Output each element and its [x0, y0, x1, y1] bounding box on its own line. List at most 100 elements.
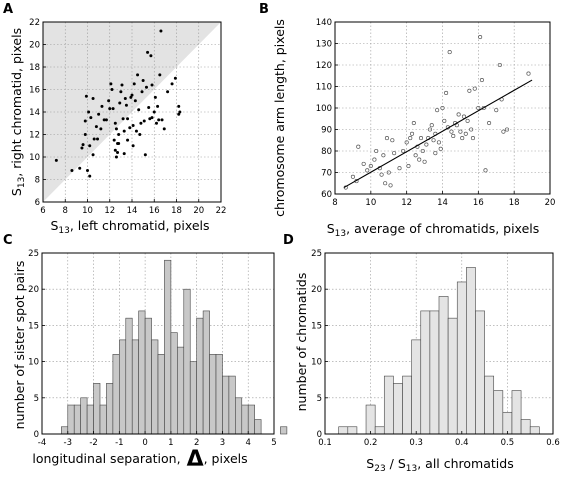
panel-label-a: A [3, 2, 13, 17]
histogram-bar [529, 426, 540, 435]
data-point [112, 138, 116, 142]
data-point [456, 112, 461, 117]
histogram-bar [438, 296, 449, 435]
data-point [166, 90, 170, 94]
histogram-bar [73, 404, 81, 435]
data-point [117, 133, 121, 136]
histogram-bar [393, 383, 403, 435]
data-point [460, 136, 465, 141]
histogram-bar [99, 404, 107, 435]
histogram-bar [170, 332, 178, 435]
data-point [418, 136, 424, 141]
data-point [88, 144, 92, 148]
data-point [97, 112, 101, 116]
data-point [449, 129, 454, 134]
data-point [409, 131, 415, 136]
data-point [108, 107, 112, 111]
data-point [54, 158, 58, 162]
y-axis-label-c: number of sister spot pairs [12, 261, 27, 430]
y-tick-label: 0 [317, 430, 322, 440]
data-point [413, 153, 418, 158]
data-point [429, 123, 434, 128]
y-tick-label: 70 [321, 169, 332, 179]
y-tick-label: 90 [321, 126, 332, 136]
y-tick-label: 0 [34, 430, 39, 440]
histogram-bar [202, 310, 210, 435]
histogram-bar [183, 288, 191, 435]
x-tick-label: 22 [216, 206, 227, 216]
data-point [478, 34, 483, 40]
histogram-bar [420, 310, 431, 435]
x-tick-label: 20 [545, 198, 556, 208]
data-point [458, 129, 463, 134]
panel-c: C -4 -3 -2 -1 0 1 2 3 4 5 0 5 10 15 20 25 longitudinal … [3, 233, 288, 472]
data-point [138, 133, 142, 136]
x-tick-label: 12 [401, 198, 412, 208]
y-tick-label: 10 [311, 358, 322, 368]
data-point [88, 174, 92, 178]
histogram-bar [67, 404, 75, 435]
x-tick-label: 0.4 [455, 438, 469, 448]
delta-symbol: Δ [187, 447, 204, 472]
histogram-bar [466, 267, 476, 435]
data-point [401, 148, 406, 154]
x-tick-label: 0.5 [501, 438, 515, 448]
y-tick-label: 12 [29, 131, 40, 141]
data-point [177, 104, 181, 108]
data-point [140, 90, 144, 94]
histogram-bar [429, 310, 440, 435]
regression-line [343, 79, 533, 189]
data-point [487, 121, 492, 126]
x-tick-label: 16 [149, 206, 160, 216]
histogram-bar [520, 419, 531, 435]
data-point [99, 127, 103, 131]
y-tick-label: 5 [34, 394, 39, 404]
data-point [126, 117, 130, 121]
data-point [86, 169, 89, 172]
data-point [472, 86, 477, 91]
data-point [469, 127, 474, 132]
histogram-bar [254, 419, 262, 435]
data-point [424, 142, 429, 147]
histogram-bar [144, 317, 152, 435]
data-point [91, 153, 95, 157]
histogram-bar [247, 404, 255, 435]
data-point [109, 82, 113, 86]
data-point [110, 88, 114, 91]
y-tick-label: 140 [316, 18, 332, 28]
data-point [154, 121, 158, 125]
data-point [420, 148, 425, 154]
data-point [81, 143, 85, 147]
data-point [411, 121, 416, 126]
histogram-bar [475, 310, 485, 435]
y-tick-label: 22 [29, 18, 40, 28]
histogram-bar [280, 426, 288, 435]
data-point [350, 174, 355, 179]
histogram-bar [456, 281, 467, 435]
panel-a: A 6 8 10 12 14 16 18 20 22 6 8 10 12 14 16 18 20 22 S13, … [3, 2, 226, 236]
y-tick-label: 6 [35, 198, 40, 208]
x-tick-label: 0 [142, 438, 147, 448]
histogram-bar [177, 346, 185, 435]
data-point [129, 95, 133, 99]
data-point [96, 137, 100, 141]
data-point [157, 118, 161, 122]
histogram-bar [61, 426, 69, 435]
data-point [124, 103, 128, 107]
data-point [132, 82, 136, 86]
y-tick-label: 20 [29, 41, 40, 51]
data-point [501, 129, 506, 134]
x-tick-label: 0.3 [409, 438, 423, 448]
data-point [104, 118, 108, 122]
y-tick-label: 25 [28, 249, 39, 259]
x-tick-label: -1 [115, 438, 123, 448]
histogram-bar [209, 354, 217, 435]
histogram-bar [411, 339, 422, 435]
data-point [107, 99, 111, 103]
data-point [116, 142, 120, 145]
data-point [146, 50, 150, 54]
histogram-bar [151, 339, 159, 435]
data-point [461, 114, 467, 119]
data-point [111, 107, 115, 111]
